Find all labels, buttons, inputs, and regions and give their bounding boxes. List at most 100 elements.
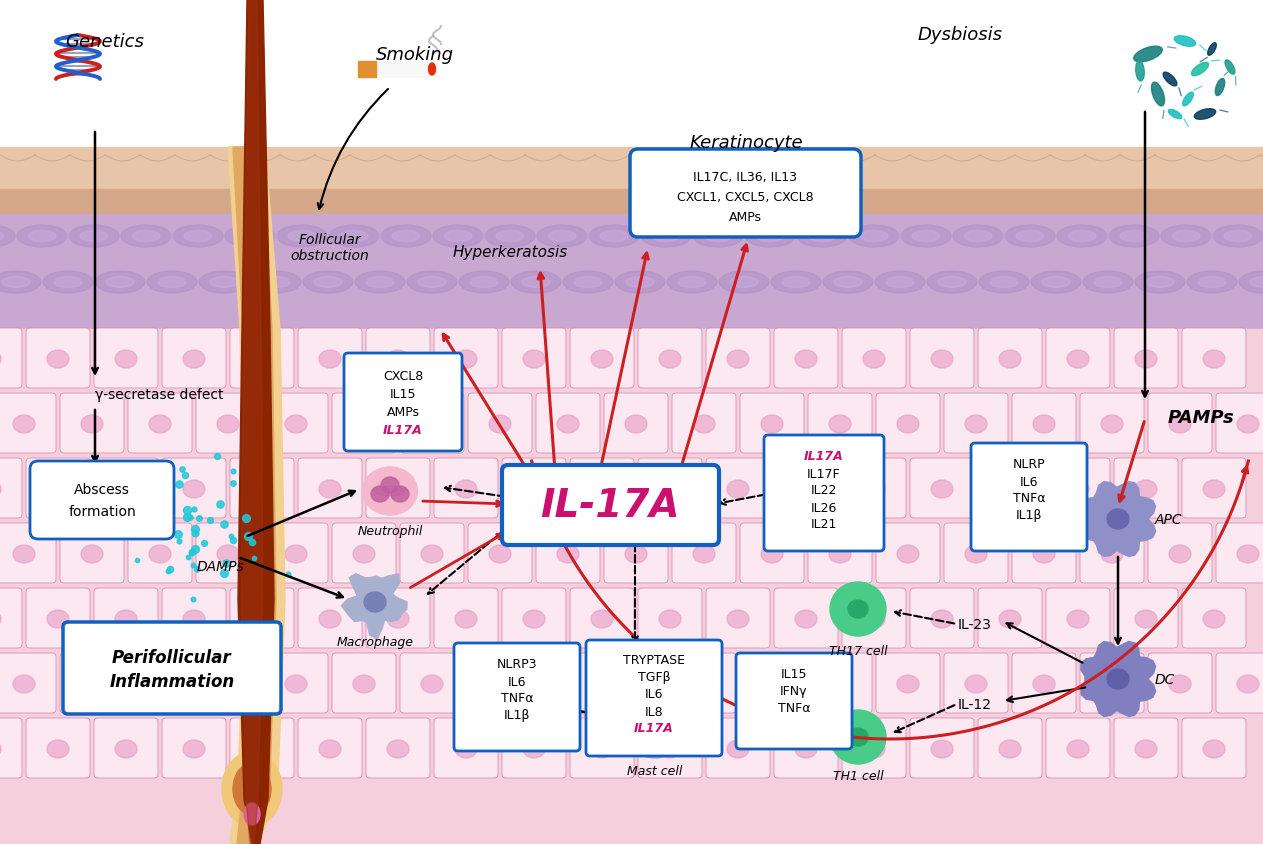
Ellipse shape <box>47 350 69 369</box>
Ellipse shape <box>455 610 477 628</box>
Ellipse shape <box>849 225 899 247</box>
FancyBboxPatch shape <box>162 458 226 518</box>
Text: TNFα: TNFα <box>500 692 533 705</box>
Ellipse shape <box>0 231 4 242</box>
FancyBboxPatch shape <box>27 588 90 648</box>
Ellipse shape <box>823 272 873 294</box>
Ellipse shape <box>863 610 885 628</box>
FancyBboxPatch shape <box>501 465 719 545</box>
Ellipse shape <box>1170 675 1191 693</box>
Ellipse shape <box>1057 225 1106 247</box>
FancyBboxPatch shape <box>1046 588 1110 648</box>
FancyBboxPatch shape <box>638 718 702 778</box>
Ellipse shape <box>1082 272 1133 294</box>
FancyBboxPatch shape <box>1148 653 1212 713</box>
Bar <box>0 214 1263 330</box>
Text: AMPs: AMPs <box>729 210 762 223</box>
Ellipse shape <box>1170 415 1191 434</box>
Ellipse shape <box>829 675 851 693</box>
Ellipse shape <box>28 231 56 242</box>
FancyBboxPatch shape <box>61 653 124 713</box>
Ellipse shape <box>496 231 524 242</box>
Ellipse shape <box>965 545 986 563</box>
FancyBboxPatch shape <box>1216 393 1263 453</box>
Ellipse shape <box>625 415 647 434</box>
Ellipse shape <box>1202 740 1225 758</box>
FancyBboxPatch shape <box>434 588 498 648</box>
Ellipse shape <box>1172 231 1200 242</box>
Ellipse shape <box>1215 79 1225 96</box>
Ellipse shape <box>1187 272 1236 294</box>
FancyBboxPatch shape <box>93 718 158 778</box>
Ellipse shape <box>999 480 1021 499</box>
Text: Dysbiosis: Dysbiosis <box>917 26 1003 44</box>
FancyBboxPatch shape <box>453 643 580 751</box>
Text: IL-23: IL-23 <box>959 617 991 631</box>
Text: γ-secretase defect: γ-secretase defect <box>95 387 224 402</box>
FancyBboxPatch shape <box>1114 718 1178 778</box>
Ellipse shape <box>1094 277 1122 288</box>
FancyBboxPatch shape <box>604 523 668 583</box>
Ellipse shape <box>523 610 546 628</box>
Ellipse shape <box>693 675 715 693</box>
FancyBboxPatch shape <box>400 523 464 583</box>
FancyBboxPatch shape <box>128 653 192 713</box>
Ellipse shape <box>407 272 457 294</box>
Ellipse shape <box>659 350 681 369</box>
Ellipse shape <box>1135 350 1157 369</box>
FancyBboxPatch shape <box>230 328 294 388</box>
FancyBboxPatch shape <box>536 393 600 453</box>
Ellipse shape <box>1101 545 1123 563</box>
FancyBboxPatch shape <box>400 653 464 713</box>
Ellipse shape <box>589 225 639 247</box>
Ellipse shape <box>47 740 69 758</box>
Ellipse shape <box>1135 272 1185 294</box>
Ellipse shape <box>421 415 443 434</box>
Ellipse shape <box>808 231 836 242</box>
Ellipse shape <box>1168 111 1182 120</box>
Ellipse shape <box>537 225 587 247</box>
FancyBboxPatch shape <box>264 393 328 453</box>
FancyBboxPatch shape <box>0 328 21 388</box>
FancyBboxPatch shape <box>740 523 805 583</box>
Polygon shape <box>229 148 285 844</box>
Ellipse shape <box>1106 669 1129 690</box>
Ellipse shape <box>727 350 749 369</box>
Ellipse shape <box>863 350 885 369</box>
Ellipse shape <box>285 415 307 434</box>
Ellipse shape <box>375 486 405 496</box>
Ellipse shape <box>458 272 509 294</box>
Ellipse shape <box>794 480 817 499</box>
Ellipse shape <box>251 480 273 499</box>
Ellipse shape <box>863 480 885 499</box>
Ellipse shape <box>200 272 249 294</box>
FancyBboxPatch shape <box>332 393 397 453</box>
Ellipse shape <box>512 272 561 294</box>
FancyBboxPatch shape <box>298 328 362 388</box>
Ellipse shape <box>931 350 954 369</box>
Ellipse shape <box>366 277 394 288</box>
FancyBboxPatch shape <box>943 393 1008 453</box>
FancyBboxPatch shape <box>63 622 280 714</box>
FancyBboxPatch shape <box>93 458 158 518</box>
FancyBboxPatch shape <box>400 393 464 453</box>
Ellipse shape <box>591 610 613 628</box>
FancyBboxPatch shape <box>740 393 805 453</box>
Ellipse shape <box>455 740 477 758</box>
Text: TNFα: TNFα <box>1013 492 1046 505</box>
Bar <box>0 148 1263 190</box>
Ellipse shape <box>1202 480 1225 499</box>
Ellipse shape <box>762 675 783 693</box>
FancyBboxPatch shape <box>978 588 1042 648</box>
Ellipse shape <box>340 231 368 242</box>
Ellipse shape <box>625 545 647 563</box>
Ellipse shape <box>225 225 275 247</box>
Ellipse shape <box>954 225 1003 247</box>
Ellipse shape <box>54 277 82 288</box>
Ellipse shape <box>81 675 104 693</box>
Ellipse shape <box>1170 545 1191 563</box>
Ellipse shape <box>133 231 160 242</box>
FancyBboxPatch shape <box>434 328 498 388</box>
Ellipse shape <box>999 350 1021 369</box>
Ellipse shape <box>95 272 145 294</box>
